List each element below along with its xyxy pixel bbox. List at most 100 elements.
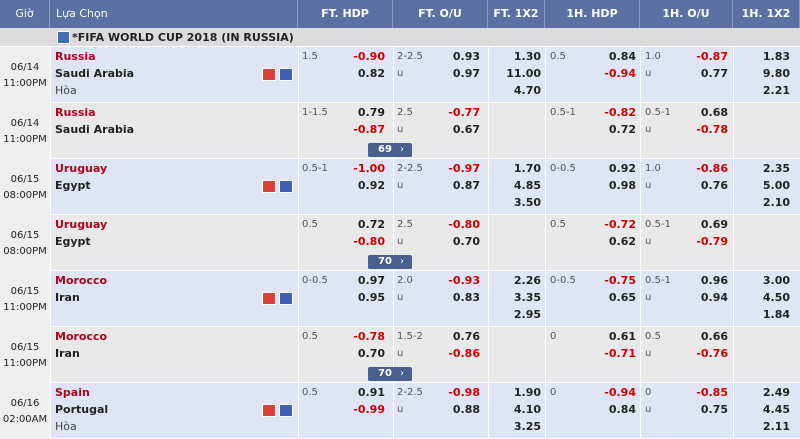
ou-under-label: u bbox=[397, 404, 404, 415]
live-icon[interactable] bbox=[262, 68, 276, 81]
hdp-away-odd: 0.92 bbox=[357, 179, 385, 192]
hdp-line: 0 bbox=[550, 331, 557, 342]
hdp-away-odd: -0.87 bbox=[353, 123, 385, 136]
match-date: 06/15 bbox=[10, 286, 40, 297]
1x2-odd: 1.84 bbox=[762, 308, 790, 321]
ou-line: 1.0 bbox=[645, 51, 661, 62]
match-time: 11:00PM bbox=[3, 78, 47, 89]
header-cell: Giờ bbox=[0, 0, 50, 28]
ou-over-odd: -0.93 bbox=[448, 274, 480, 287]
more-badge[interactable]: 70 bbox=[368, 255, 412, 269]
live-icon[interactable] bbox=[262, 292, 276, 305]
hdp-away-odd: 0.72 bbox=[608, 123, 636, 136]
ou-under-odd: 0.94 bbox=[700, 291, 728, 304]
match-date: 06/14 bbox=[10, 62, 40, 73]
more-arrow: › bbox=[400, 144, 404, 155]
hdp-line: 0-0.5 bbox=[302, 275, 328, 286]
col-divider bbox=[488, 159, 489, 215]
col-divider bbox=[733, 47, 734, 103]
1x2-odd: 2.10 bbox=[762, 196, 790, 209]
col-divider bbox=[298, 271, 299, 327]
more-badge[interactable]: 70 bbox=[368, 367, 412, 381]
ou-under-label: u bbox=[397, 68, 404, 79]
ou-under-odd: 0.67 bbox=[452, 123, 480, 136]
hdp-home-odd: -0.78 bbox=[353, 330, 385, 343]
col-divider bbox=[733, 103, 734, 159]
col-divider bbox=[488, 215, 489, 271]
fav-icon[interactable] bbox=[279, 292, 293, 305]
hdp-away-odd: 0.95 bbox=[357, 291, 385, 304]
home-team: Morocco bbox=[55, 330, 108, 343]
col-divider bbox=[393, 103, 394, 159]
time-cell bbox=[0, 383, 50, 439]
ou-under-odd: 0.77 bbox=[700, 67, 728, 80]
hdp-home-odd: -0.72 bbox=[604, 218, 636, 231]
col-divider bbox=[640, 103, 641, 159]
away-team: Saudi Arabia bbox=[55, 67, 135, 80]
ou-over-odd: 0.66 bbox=[700, 330, 728, 343]
ou-under-label: u bbox=[645, 180, 652, 191]
hdp-home-odd: 0.97 bbox=[357, 274, 385, 287]
1x2-odd: 3.25 bbox=[513, 420, 541, 433]
fav-icon[interactable] bbox=[279, 404, 293, 417]
ou-line: 2-2.5 bbox=[397, 387, 423, 398]
ou-line: 2.5 bbox=[397, 219, 413, 230]
live-icon[interactable] bbox=[262, 180, 276, 193]
time-cell bbox=[0, 103, 50, 159]
hdp-home-odd: 0.91 bbox=[357, 386, 385, 399]
col-divider bbox=[298, 103, 299, 159]
league-icon bbox=[57, 31, 70, 44]
more-badge[interactable]: 69 bbox=[368, 143, 412, 157]
home-team: Uruguay bbox=[55, 162, 108, 175]
hdp-home-odd: 0.61 bbox=[608, 330, 636, 343]
hdp-home-odd: -1.00 bbox=[353, 162, 385, 175]
col-divider bbox=[733, 215, 734, 271]
draw-label: Hòa bbox=[55, 84, 77, 97]
ou-line: 1.5-2 bbox=[397, 331, 423, 342]
col-divider bbox=[298, 47, 299, 103]
ou-under-label: u bbox=[397, 292, 404, 303]
col-divider bbox=[545, 327, 546, 383]
ou-under-label: u bbox=[397, 348, 404, 359]
col-divider bbox=[393, 215, 394, 271]
col-divider bbox=[50, 215, 51, 271]
col-divider bbox=[488, 327, 489, 383]
1x2-odd: 3.35 bbox=[513, 291, 541, 304]
ou-under-label: u bbox=[645, 348, 652, 359]
header-cell: FT. 1X2 bbox=[488, 0, 545, 28]
hdp-line: 0.5 bbox=[550, 51, 566, 62]
match-date: 06/15 bbox=[10, 342, 40, 353]
match-time: 11:00PM bbox=[3, 302, 47, 313]
time-cell bbox=[0, 327, 50, 383]
ou-under-label: u bbox=[645, 68, 652, 79]
time-cell bbox=[0, 215, 50, 271]
live-icon[interactable] bbox=[262, 404, 276, 417]
header-cell: Lựa Chọn bbox=[50, 0, 298, 28]
hdp-home-odd: 0.92 bbox=[608, 162, 636, 175]
col-divider bbox=[488, 103, 489, 159]
fav-icon[interactable] bbox=[279, 180, 293, 193]
col-divider bbox=[488, 47, 489, 103]
col-divider bbox=[298, 215, 299, 271]
hdp-away-odd: -0.94 bbox=[604, 67, 636, 80]
match-row bbox=[0, 271, 800, 327]
fav-icon[interactable] bbox=[279, 68, 293, 81]
ou-over-odd: -0.97 bbox=[448, 162, 480, 175]
hdp-home-odd: 0.79 bbox=[357, 106, 385, 119]
1x2-odd: 11.00 bbox=[506, 67, 541, 80]
hdp-line: 0-0.5 bbox=[550, 163, 576, 174]
col-divider bbox=[298, 159, 299, 215]
ou-line: 2-2.5 bbox=[397, 163, 423, 174]
col-divider bbox=[298, 383, 299, 439]
1x2-odd: 9.80 bbox=[762, 67, 790, 80]
col-divider bbox=[545, 159, 546, 215]
match-row bbox=[0, 159, 800, 215]
ou-under-label: u bbox=[645, 292, 652, 303]
col-divider bbox=[50, 103, 51, 159]
home-team: Russia bbox=[55, 106, 96, 119]
match-time: 11:00PM bbox=[3, 358, 47, 369]
ou-under-odd: 0.83 bbox=[452, 291, 480, 304]
hdp-line: 0.5-1 bbox=[550, 107, 576, 118]
hdp-home-odd: 0.72 bbox=[357, 218, 385, 231]
